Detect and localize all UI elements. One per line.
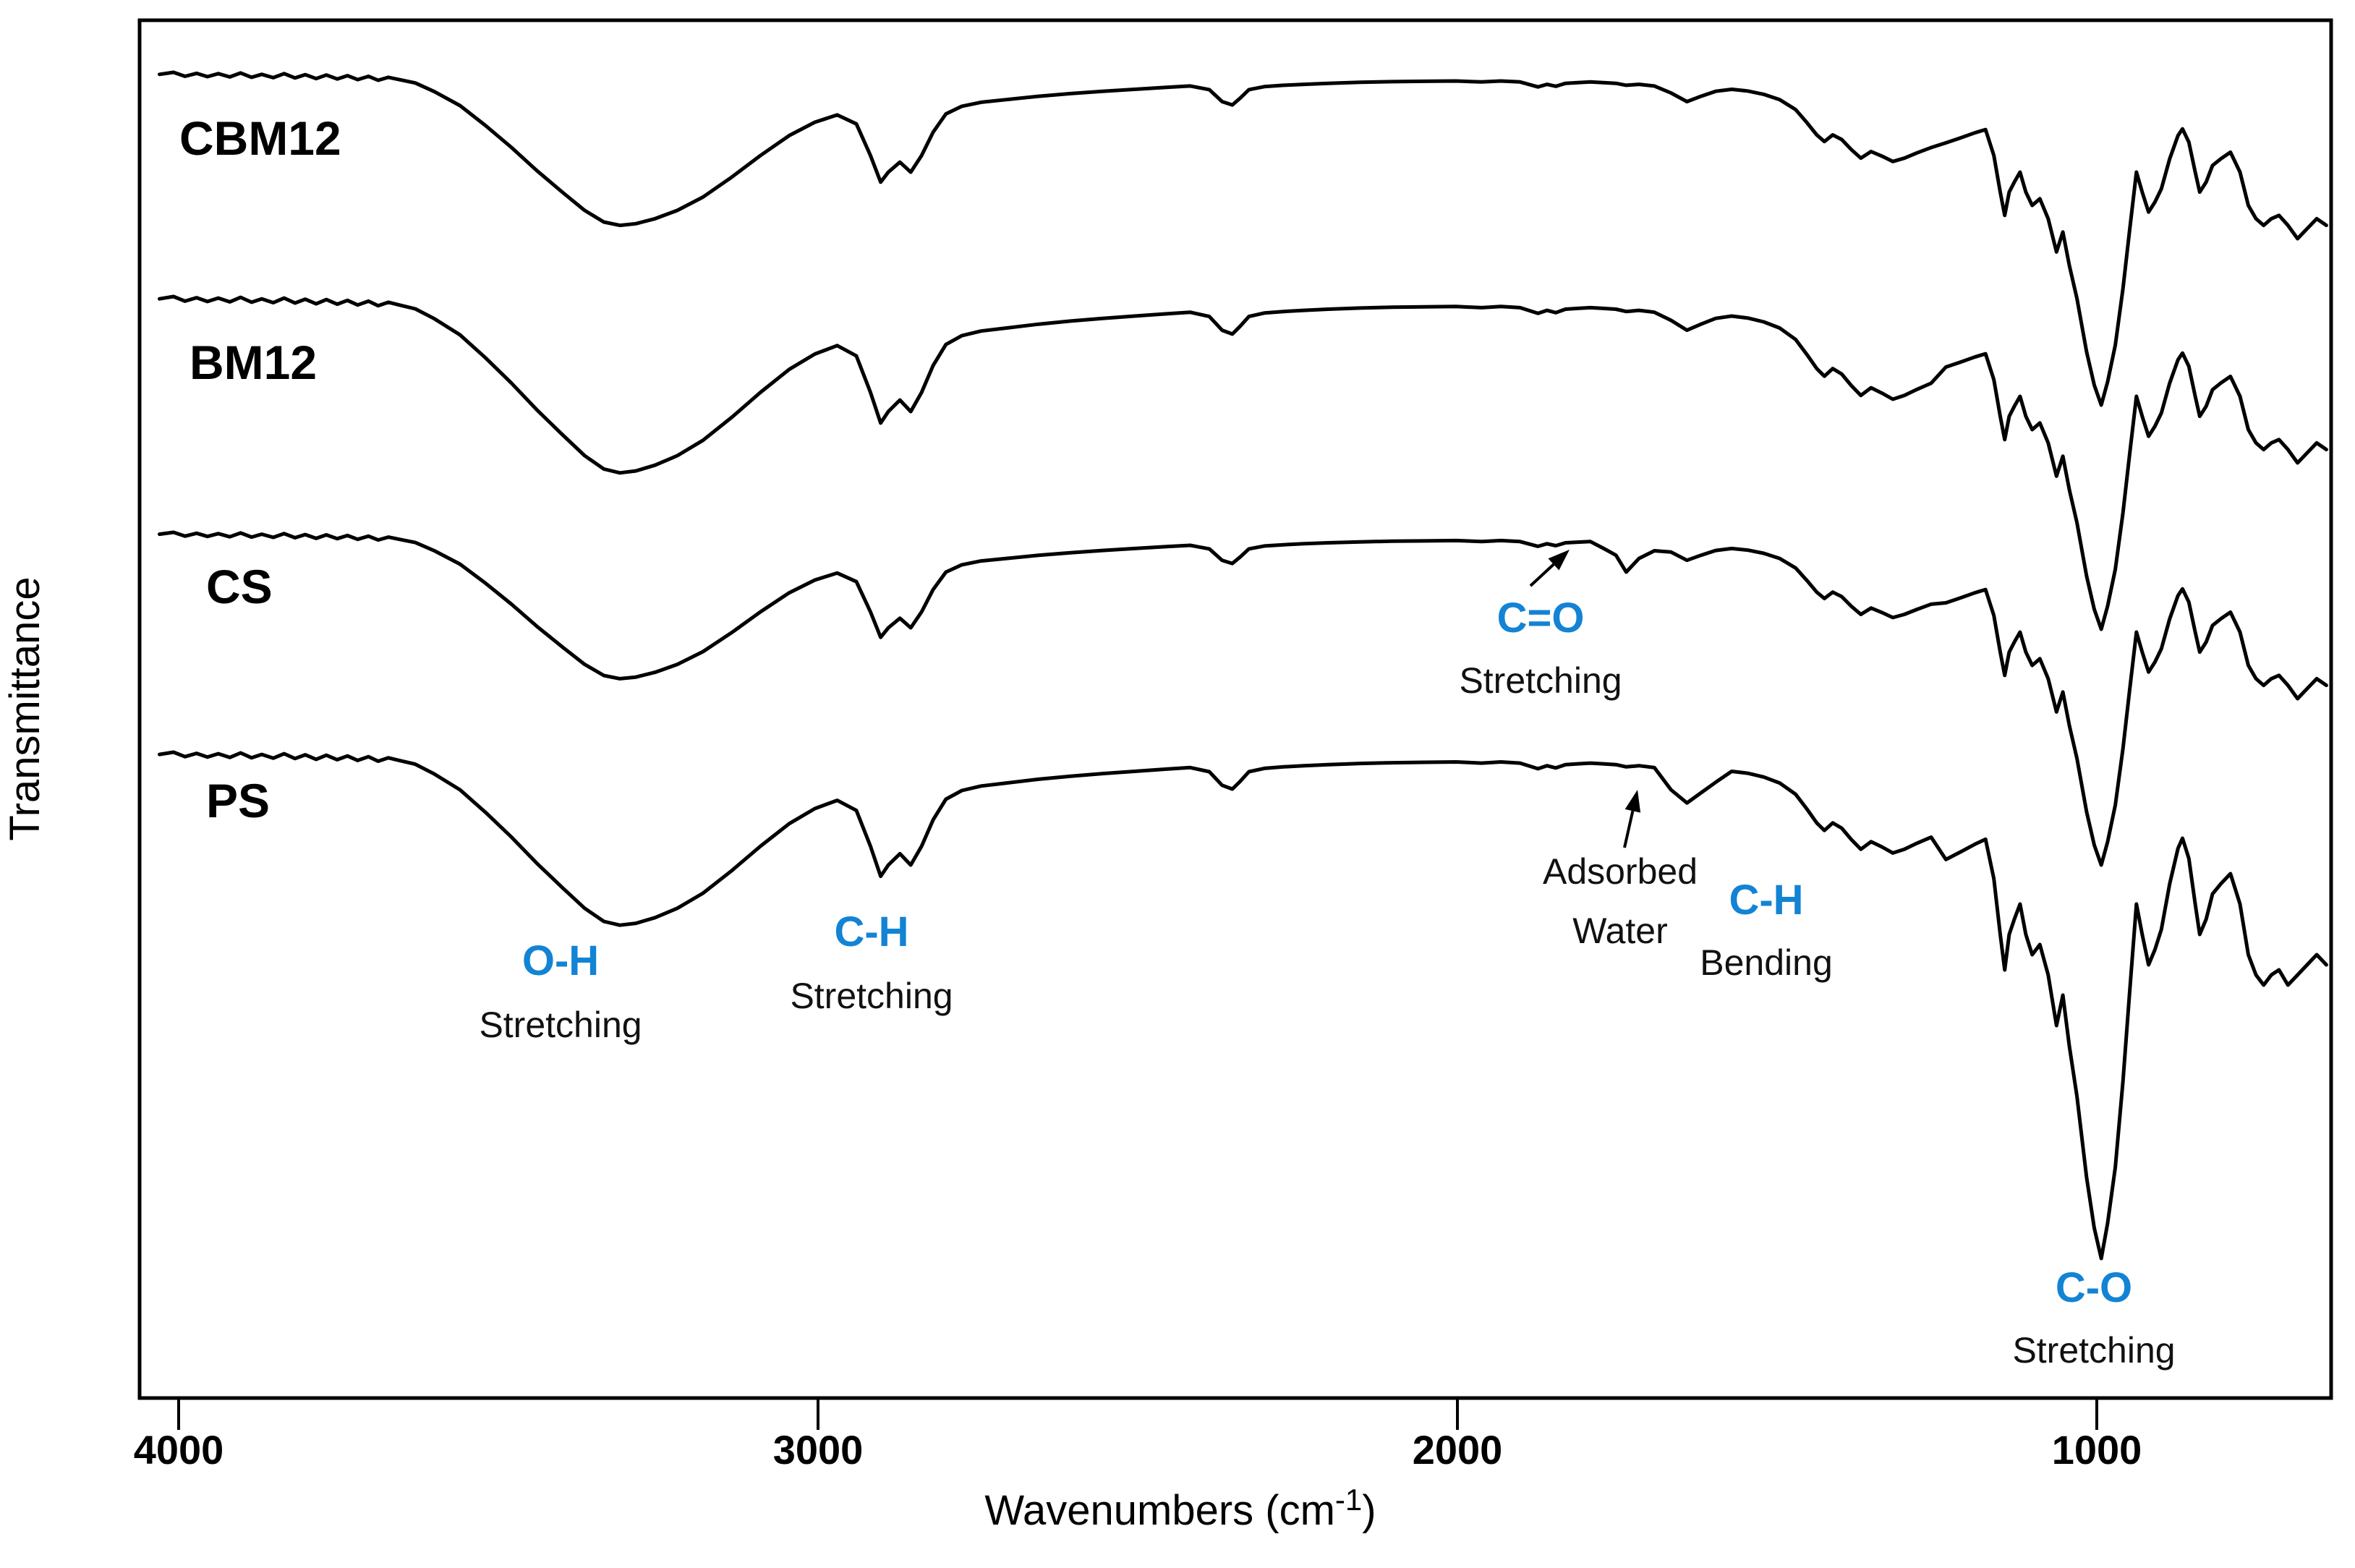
x-tick-label-4000: 4000 [134,1427,224,1473]
annotation-co-stretching-line2: Stretching [2012,1330,2175,1371]
x-axis-title-close: ) [1362,1487,1376,1534]
annotation-arrows [1529,550,1641,848]
y-axis-title: Transmittance [1,576,48,840]
x-tick-label-1000: 1000 [2052,1427,2142,1473]
arrow-to-ps-adsorbed-water-head [1624,790,1641,813]
annotation-c-double-o-stretching-line1: C=O [1497,595,1585,642]
spectrum-curve-ps [158,750,2328,1261]
x-tick-label-2000: 2000 [1413,1427,1503,1473]
annotation-adsorbed-water-line2: Water [1572,911,1668,951]
x-axis-tick-labels: 4000 3000 2000 1000 [134,1427,2142,1473]
series-label-bm12: BM12 [189,336,317,389]
annotation-ch-bending-line1: C-H [1729,877,1803,924]
x-axis-ticks [177,1398,2098,1430]
arrow-to-cs-c-double-o-line [1529,563,1555,587]
spectrum-curve-cbm12 [158,70,2328,407]
arrow-to-ps-adsorbed-water-line [1623,810,1635,848]
spectra-curves [158,70,2328,1261]
annotation-co-stretching-line1: C-O [2056,1264,2132,1311]
spectrum-curve-bm12 [158,294,2328,631]
series-labels: CBM12 BM12 CS PS [179,111,341,827]
annotation-ch-bending-line2: Bending [1700,942,1833,983]
annotation-oh-stretching-line1: O-H [522,937,599,984]
spectrum-curve-cs [158,530,2328,867]
annotation-c-double-o-stretching-line2: Stretching [1459,660,1622,701]
series-label-ps: PS [206,774,270,827]
plot-border [137,18,2333,1400]
x-axis-title-main: Wavenumbers (cm [984,1487,1335,1534]
annotation-oh-stretching-line2: Stretching [479,1005,642,1045]
annotation-ch-stretching-line1: C-H [834,908,908,955]
x-axis-title-superscript: -1 [1335,1483,1362,1517]
series-label-cbm12: CBM12 [179,111,341,165]
annotation-ch-stretching-line2: Stretching [790,976,953,1016]
series-label-cs: CS [206,560,273,613]
annotation-adsorbed-water-line1: Adsorbed [1543,851,1698,892]
peak-annotations: O-H Stretching C-H Stretching C=O Stretching A… [479,595,2175,1371]
x-tick-label-3000: 3000 [773,1427,864,1473]
x-axis-title: Wavenumbers (cm-1) [984,1483,1376,1534]
arrow-to-cs-c-double-o-head [1548,550,1570,571]
